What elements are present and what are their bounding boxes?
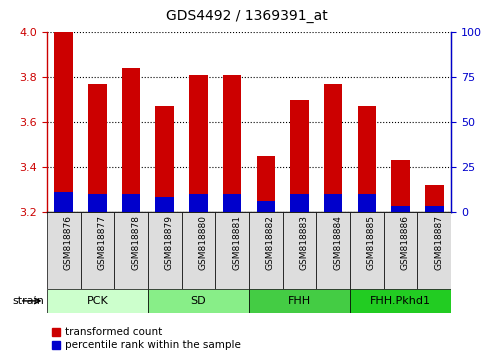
Bar [122, 68, 141, 212]
Bar [357, 194, 376, 212]
Text: GSM818884: GSM818884 [333, 215, 342, 269]
Text: GSM818881: GSM818881 [232, 215, 241, 270]
Bar [223, 194, 242, 212]
Bar [256, 156, 275, 212]
Bar [223, 75, 242, 212]
Bar [324, 84, 343, 212]
Bar [384, 212, 418, 289]
Bar [350, 289, 451, 313]
Bar [189, 194, 208, 212]
Bar [54, 32, 73, 212]
Bar [80, 212, 114, 289]
Bar [155, 196, 174, 212]
Bar [282, 212, 317, 289]
Text: GSM818879: GSM818879 [165, 215, 174, 270]
Bar [357, 106, 376, 212]
Text: GSM818882: GSM818882 [266, 215, 275, 269]
Bar [122, 194, 141, 212]
Bar [324, 194, 343, 212]
Bar [181, 212, 215, 289]
Bar [148, 212, 181, 289]
Bar [290, 194, 309, 212]
Bar [350, 212, 384, 289]
Bar [249, 289, 350, 313]
Bar [391, 160, 410, 212]
Bar [155, 106, 174, 212]
Bar [290, 99, 309, 212]
Text: PCK: PCK [86, 296, 108, 306]
Text: GSM818883: GSM818883 [300, 215, 309, 270]
Bar [215, 212, 249, 289]
Bar [391, 206, 410, 212]
Text: FHH.Pkhd1: FHH.Pkhd1 [370, 296, 431, 306]
Bar [256, 201, 275, 212]
Text: GSM818887: GSM818887 [434, 215, 443, 270]
Legend: transformed count, percentile rank within the sample: transformed count, percentile rank withi… [52, 327, 241, 350]
Bar [88, 84, 106, 212]
Bar [418, 212, 451, 289]
Bar [88, 194, 106, 212]
Bar [148, 289, 249, 313]
Text: GSM818880: GSM818880 [198, 215, 208, 270]
Bar [47, 289, 148, 313]
Text: GSM818878: GSM818878 [131, 215, 140, 270]
Bar [317, 212, 350, 289]
Text: GDS4492 / 1369391_at: GDS4492 / 1369391_at [166, 9, 327, 23]
Text: GSM818885: GSM818885 [367, 215, 376, 270]
Bar [47, 212, 80, 289]
Bar [114, 212, 148, 289]
Text: FHH: FHH [288, 296, 311, 306]
Text: GSM818876: GSM818876 [64, 215, 72, 270]
Text: SD: SD [191, 296, 206, 306]
Text: GSM818886: GSM818886 [400, 215, 410, 270]
Text: GSM818877: GSM818877 [98, 215, 106, 270]
Text: strain: strain [12, 296, 44, 306]
Bar [425, 185, 444, 212]
Bar [425, 206, 444, 212]
Bar [54, 192, 73, 212]
Bar [189, 75, 208, 212]
Bar [249, 212, 282, 289]
